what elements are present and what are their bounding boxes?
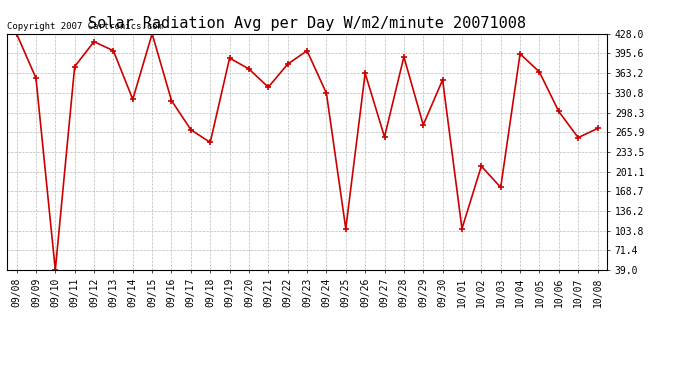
- Text: Copyright 2007 Cartronics.com: Copyright 2007 Cartronics.com: [7, 22, 163, 32]
- Title: Solar Radiation Avg per Day W/m2/minute 20071008: Solar Radiation Avg per Day W/m2/minute …: [88, 16, 526, 31]
